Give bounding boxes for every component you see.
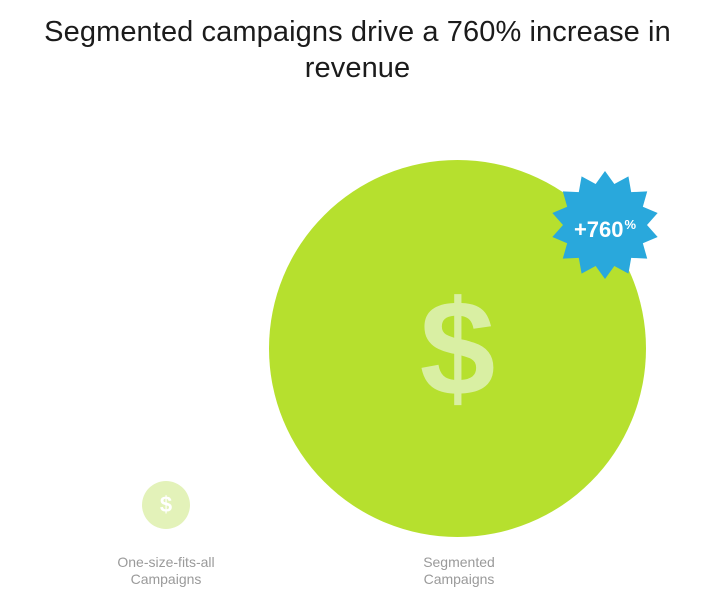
label-segmented: Segmented Campaigns xyxy=(387,554,531,588)
label-line-2: Campaigns xyxy=(130,571,202,587)
label-line-2: Campaigns xyxy=(423,571,495,587)
label-line-1: Segmented xyxy=(423,554,495,570)
label-line-1: One-size-fits-all xyxy=(117,554,215,570)
headline-line-2: revenue xyxy=(304,52,411,84)
starburst-icon xyxy=(552,171,658,279)
badge-unit: % xyxy=(624,217,637,232)
headline-line-1: Segmented campaigns drive a 760% increas… xyxy=(44,16,671,48)
badge-value: +760% xyxy=(550,170,660,280)
dollar-icon: $ xyxy=(159,492,173,517)
one-size-fits-all-circle: $ xyxy=(142,481,190,529)
label-one-size-fits-all: One-size-fits-all Campaigns xyxy=(94,554,238,588)
increase-badge: +760% xyxy=(550,170,660,280)
dollar-icon: $ xyxy=(419,272,496,424)
headline: Segmented campaigns drive a 760% increas… xyxy=(0,14,715,86)
badge-number: +760 xyxy=(573,217,624,242)
